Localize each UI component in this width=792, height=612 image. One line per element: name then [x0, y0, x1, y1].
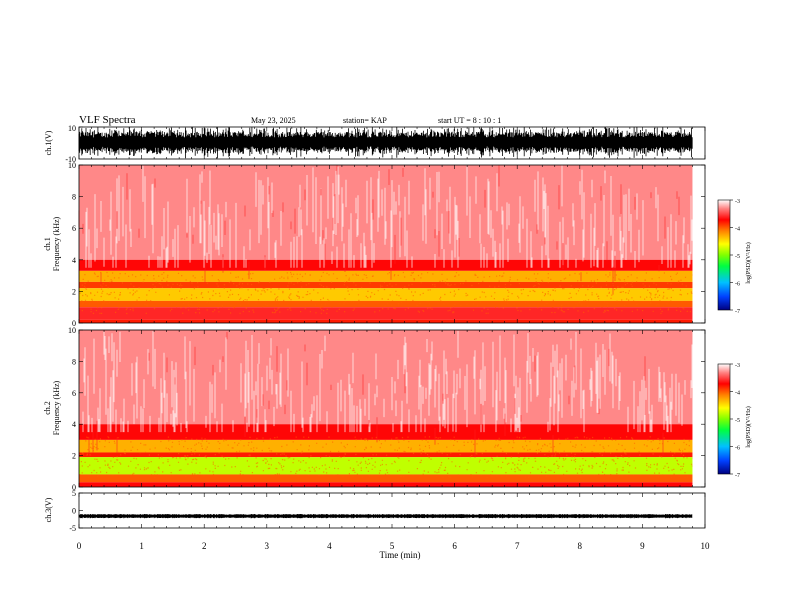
ch1-spec-ytick-label: 4: [72, 256, 76, 265]
colorbar-tick-label: -6: [735, 282, 740, 288]
ch1-spec-band: [79, 288, 693, 301]
ch3-waveform-panel: 5 0 -5: [69, 489, 706, 533]
colorbar-1: [717, 199, 731, 311]
ch3-wave-tick-label: 5: [72, 489, 76, 498]
colorbars: -3 -4 -5 -6 -7 log(PSD)(V²/Hz) -3 -4 -5 -6 -7 log(P…: [717, 199, 752, 479]
colorbar-tick-label: -5: [735, 418, 740, 424]
ch1-spec-band: [79, 281, 693, 289]
ch2-spec-ytick-label: 6: [72, 389, 76, 398]
x-tick-label: 1: [139, 541, 144, 551]
ch1-spec-band: [79, 259, 693, 271]
colorbar-tick-label: -4: [735, 227, 740, 233]
ch2-spec-ytick-label: 2: [72, 452, 76, 461]
ch1-wave-ylabel: ch.1(V): [44, 130, 53, 155]
ch2-spec-band: [79, 482, 693, 487]
ch1-spec-band: [79, 270, 693, 282]
ch2-spec-band: [79, 424, 693, 440]
colorbar-label: log(PSD)(V²/Hz): [745, 406, 752, 447]
colorbar-tick-label: -3: [735, 363, 740, 369]
ch1-spec-ylabel: Frequency (kHz): [52, 216, 61, 271]
ch3-wave-tick-label: 0: [72, 507, 76, 516]
ch1-spec-ytick-label: 6: [72, 224, 76, 233]
ch1-spectrogram-panel: 0 2 4 6 8 10: [68, 161, 706, 328]
ch1-spec-band: [79, 300, 693, 308]
x-tick-label: 10: [701, 541, 711, 551]
ch3-wave-frame: [78, 492, 706, 529]
ch3-wave-trace: [78, 514, 693, 519]
ch2-spec-band: [79, 474, 693, 483]
colorbar-tick-label: -5: [735, 254, 740, 260]
ch2-spec-speckle: [79, 436, 694, 479]
x-tick-label: 6: [452, 541, 457, 551]
ch2-spec-band: [79, 330, 693, 425]
colorbar-tick-label: -7: [735, 473, 740, 479]
colorbar-label: log(PSD)(V²/Hz): [745, 242, 752, 283]
ch2-spec-ytick-label: 4: [72, 420, 76, 429]
ch2-spec-ytick-label: 10: [68, 326, 76, 335]
x-tick-label: 9: [640, 541, 645, 551]
ch3-wave-ylabel: ch.3(V): [44, 497, 53, 522]
ch2-spec-ytick-label: 0: [72, 483, 76, 492]
colorbar-tick-label: -4: [735, 391, 740, 397]
time-axis: 0 1 2 3 4 5 6 7 8 9 10: [77, 541, 710, 551]
figure-title: VLF Spectra: [79, 114, 136, 126]
ch1-spec-nodata: [692, 165, 705, 323]
ch1-spec-speckle: [79, 271, 694, 315]
x-tick-label: 3: [265, 541, 270, 551]
ch1-spec-band: [79, 319, 693, 323]
colorbar-tick-label: -7: [735, 309, 740, 315]
ch1-spec-ylabel-channel: ch.1: [43, 237, 52, 251]
x-axis-label: Time (min): [380, 550, 421, 560]
ch2-spec-band: [79, 439, 693, 453]
ch3-wave-tick-label: -5: [69, 524, 76, 533]
x-tick-label: 2: [202, 541, 207, 551]
x-tick-label: 8: [578, 541, 583, 551]
x-tick-label: 4: [327, 541, 332, 551]
ch1-spec-band: [79, 165, 693, 260]
colorbar-tick-label: -3: [735, 199, 740, 205]
colorbar-tick-label: -6: [735, 446, 740, 452]
ch1-wave-tick-label: -10: [65, 155, 76, 164]
ch1-wave-trace: [78, 127, 693, 159]
ch2-spec-band: [79, 457, 693, 475]
ch2-spec-ylabel: Frequency (kHz): [52, 380, 61, 435]
ch1-wave-tick-label: 10: [68, 124, 76, 133]
ch1-spec-ytick-label: 0: [72, 319, 76, 328]
ch2-spectrogram-panel: 0 2 4 6 8 10: [68, 326, 706, 492]
ch1-waveform-panel: 10 -10: [65, 124, 706, 164]
date-label: May 23, 2025: [251, 116, 296, 125]
ch2-spec-nodata: [692, 330, 705, 487]
ch1-spec-band: [79, 307, 693, 320]
ch2-spec-ylabel-channel: ch.2: [43, 401, 52, 415]
ch1-spec-ytick-label: 8: [72, 193, 76, 202]
ch2-spec-streaks: [88, 331, 664, 458]
station-label: station= KAP: [343, 116, 387, 125]
colorbar-2: [717, 363, 731, 475]
ch1-spec-ytick-label: 2: [72, 287, 76, 296]
x-tick-label: 7: [515, 541, 520, 551]
x-tick-label: 5: [390, 541, 395, 551]
ch1-spec-ytick-label: 10: [68, 161, 76, 170]
start-time-label: start UT = 8 : 10 : 1: [438, 116, 501, 125]
x-tick-label: 0: [77, 541, 82, 551]
ch2-spec-band: [79, 452, 693, 458]
ch2-spec-ytick-label: 8: [72, 357, 76, 366]
